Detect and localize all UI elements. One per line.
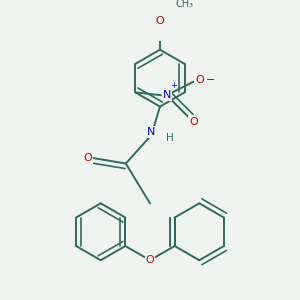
- Text: O: O: [189, 117, 198, 127]
- Text: N: N: [147, 127, 156, 137]
- Text: −: −: [206, 75, 215, 85]
- Text: CH₃: CH₃: [175, 0, 193, 9]
- Text: O: O: [195, 75, 204, 85]
- Text: N: N: [162, 90, 171, 100]
- Text: +: +: [170, 81, 177, 90]
- Text: O: O: [146, 255, 154, 265]
- Text: O: O: [156, 16, 164, 26]
- Text: O: O: [83, 153, 92, 163]
- Text: H: H: [166, 133, 174, 143]
